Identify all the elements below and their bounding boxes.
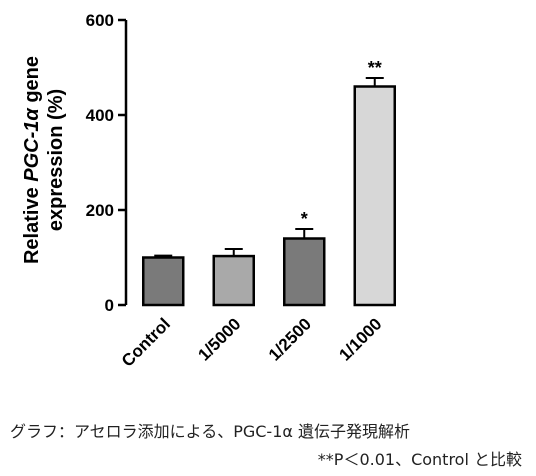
y-tick-label: 200 (86, 201, 114, 220)
y-axis-label-line1: Relative PGC-1α gene (21, 56, 43, 264)
x-tick-label: Control (118, 314, 174, 370)
x-tick-label: 1/1000 (335, 314, 385, 364)
y-axis-label-line2: expression (%) (45, 89, 67, 231)
bar (142, 256, 185, 307)
x-axis-labels: Control 1/5000 1/2500 1/1000 (118, 314, 386, 370)
significance-marker: ** (368, 58, 382, 78)
x-tick-label: 1/5000 (194, 314, 244, 364)
y-tick-label: 600 (86, 11, 114, 30)
bar (283, 237, 326, 307)
figure-caption: グラフ：アセロラ添加による、PGC-1α 遺伝子発現解析 (10, 422, 411, 441)
y-tick-label: 0 (105, 296, 114, 315)
x-tick-label: 1/2500 (265, 314, 315, 364)
y-axis: 0 200 400 600 (86, 11, 128, 315)
y-tick-label: 400 (86, 106, 114, 125)
bar (212, 254, 255, 307)
significance-note: **P＜0.01、Control と比較 (317, 450, 522, 469)
bar (353, 85, 396, 307)
bars: *** (142, 58, 396, 307)
significance-marker: * (301, 209, 308, 229)
